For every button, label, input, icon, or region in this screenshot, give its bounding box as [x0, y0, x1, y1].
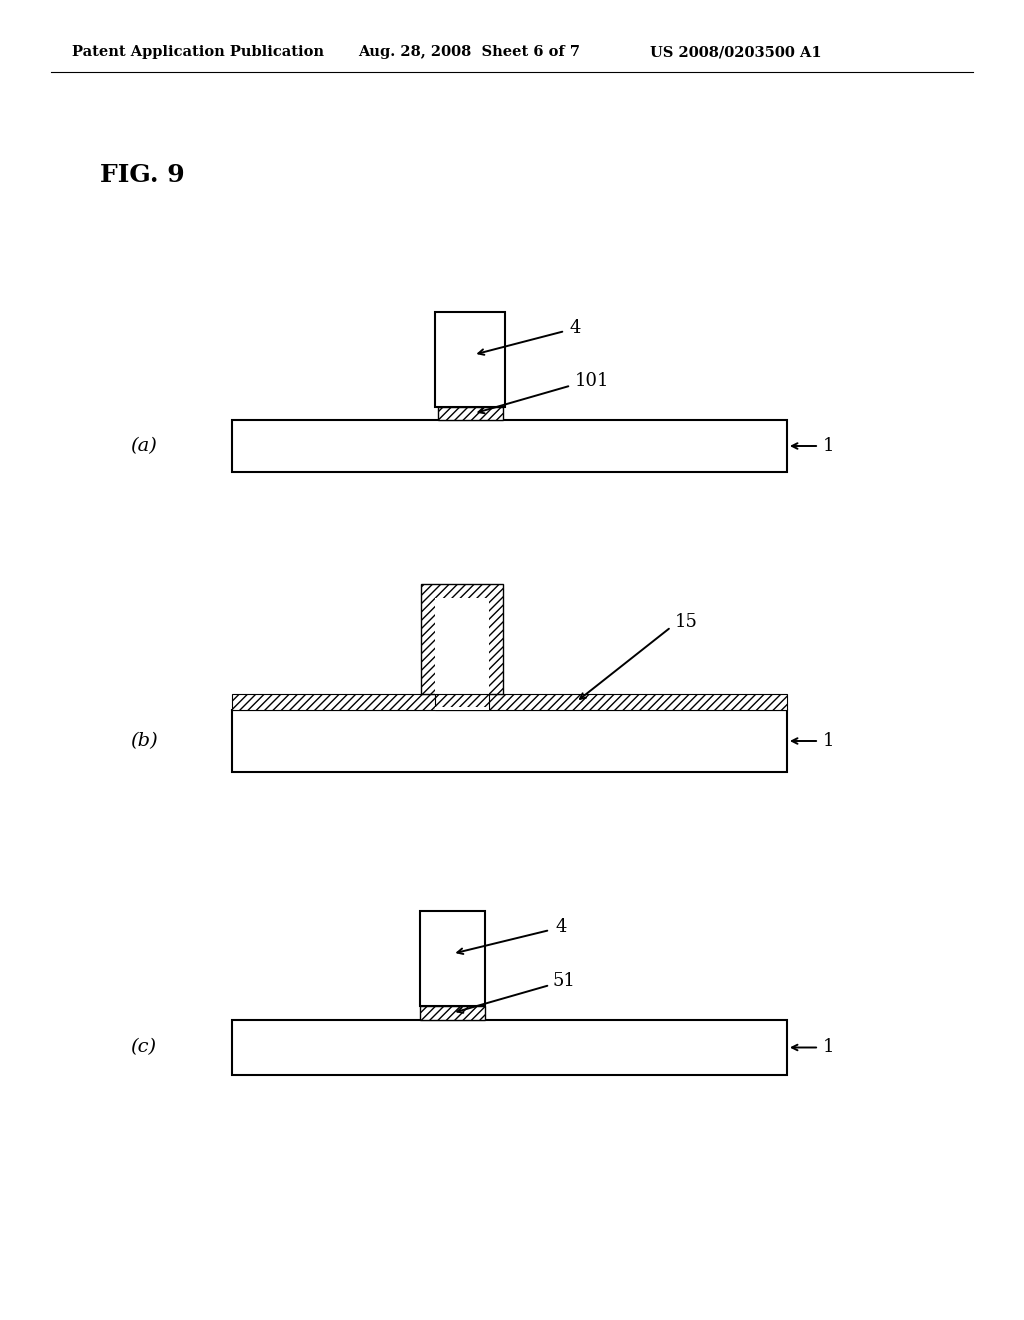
Bar [435, 708, 489, 710]
Bar [435, 312, 505, 407]
Text: 4: 4 [570, 319, 582, 337]
Text: (b): (b) [130, 733, 158, 750]
Text: 1: 1 [823, 437, 835, 455]
Text: US 2008/0203500 A1: US 2008/0203500 A1 [650, 45, 821, 59]
Text: (c): (c) [130, 1039, 156, 1056]
Bar [232, 694, 787, 710]
Bar [435, 598, 489, 694]
Bar [420, 1006, 485, 1020]
Text: 1: 1 [823, 1039, 835, 1056]
Bar [421, 583, 503, 694]
Text: Aug. 28, 2008  Sheet 6 of 7: Aug. 28, 2008 Sheet 6 of 7 [358, 45, 580, 59]
Text: 1: 1 [823, 733, 835, 750]
Text: 15: 15 [675, 612, 698, 631]
Text: FIG. 9: FIG. 9 [100, 162, 184, 187]
Bar [232, 420, 787, 473]
Bar [232, 710, 787, 772]
Text: (a): (a) [130, 437, 157, 455]
Bar [232, 1020, 787, 1074]
Bar [438, 407, 503, 420]
Text: Patent Application Publication: Patent Application Publication [72, 45, 324, 59]
Text: 4: 4 [555, 917, 566, 936]
Bar [435, 694, 489, 710]
Text: 101: 101 [575, 372, 609, 391]
Text: 51: 51 [553, 972, 575, 990]
Bar [420, 911, 485, 1006]
